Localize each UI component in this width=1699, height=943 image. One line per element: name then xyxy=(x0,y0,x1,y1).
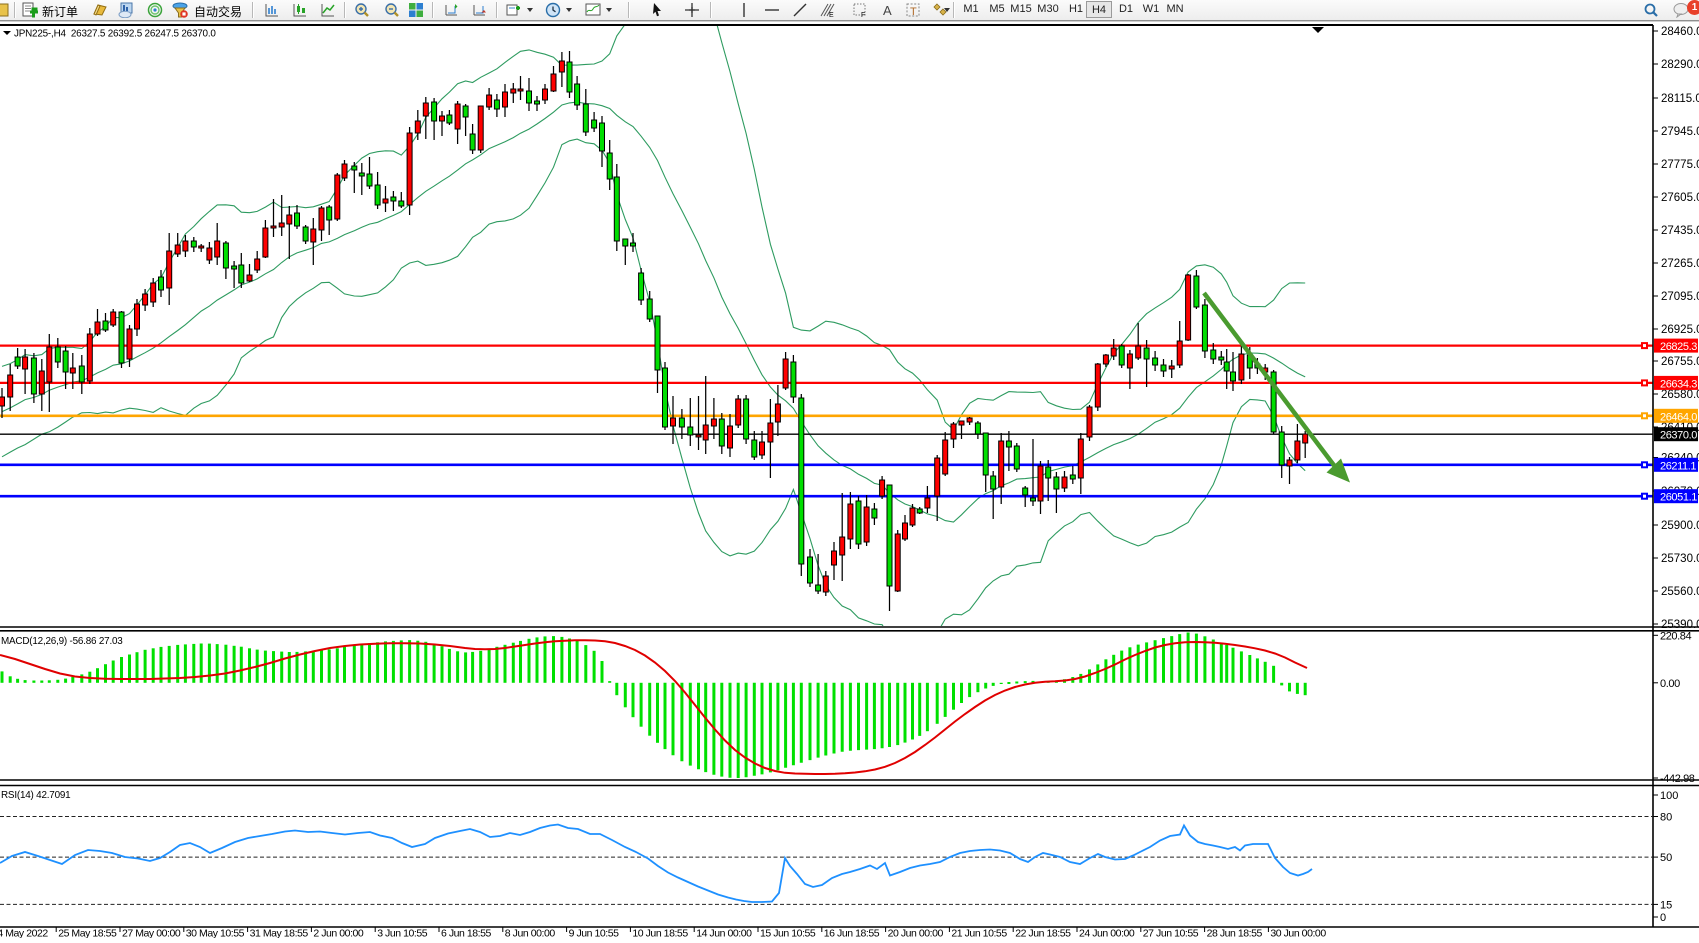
svg-text:15: 15 xyxy=(1660,899,1672,911)
svg-text:50: 50 xyxy=(1660,852,1672,864)
svg-text:26464.0: 26464.0 xyxy=(1660,411,1697,423)
svg-text:100: 100 xyxy=(1660,790,1678,802)
svg-text:-442.98: -442.98 xyxy=(1660,773,1695,785)
svg-text:22 Jun 18:55: 22 Jun 18:55 xyxy=(1015,928,1071,939)
svg-text:27605.0: 27605.0 xyxy=(1661,192,1699,204)
svg-text:28 Jun 18:55: 28 Jun 18:55 xyxy=(1207,928,1263,939)
svg-text:21 Jun 10:55: 21 Jun 10:55 xyxy=(951,928,1007,939)
svg-text:25730.0: 25730.0 xyxy=(1661,553,1699,565)
svg-text:30 May 10:55: 30 May 10:55 xyxy=(186,928,245,939)
svg-text:26211.1: 26211.1 xyxy=(1660,460,1696,472)
svg-text:27265.0: 27265.0 xyxy=(1661,258,1699,270)
svg-text:80: 80 xyxy=(1660,812,1672,824)
svg-text:25900.0: 25900.0 xyxy=(1661,520,1699,532)
svg-text:28115.0: 28115.0 xyxy=(1661,93,1699,105)
svg-text:25560.0: 25560.0 xyxy=(1661,586,1699,598)
svg-text:MACD(12,26,9) -56.86 27.03: MACD(12,26,9) -56.86 27.03 xyxy=(1,636,123,647)
svg-text:28460.0: 28460.0 xyxy=(1661,26,1699,38)
svg-text:26634.3: 26634.3 xyxy=(1660,378,1697,390)
svg-text:A: A xyxy=(883,3,892,18)
svg-text:26755.0: 26755.0 xyxy=(1661,356,1699,368)
svg-text:14 Jun 00:00: 14 Jun 00:00 xyxy=(696,928,752,939)
svg-text:JPN225-,H4 26327.5 26392.5 26: JPN225-,H4 26327.5 26392.5 26247.5 26370… xyxy=(14,29,216,40)
svg-text:27 Jun 10:55: 27 Jun 10:55 xyxy=(1143,928,1199,939)
svg-text:24 Jun 00:00: 24 Jun 00:00 xyxy=(1079,928,1135,939)
svg-text:27775.0: 27775.0 xyxy=(1661,159,1699,171)
svg-text:6 Jun 18:55: 6 Jun 18:55 xyxy=(441,928,492,939)
svg-text:20 Jun 00:00: 20 Jun 00:00 xyxy=(888,928,944,939)
svg-text:25 May 18:55: 25 May 18:55 xyxy=(58,928,117,939)
svg-text:26580.0: 26580.0 xyxy=(1661,389,1699,401)
svg-text:26051.1: 26051.1 xyxy=(1660,492,1697,504)
svg-text:26925.0: 26925.0 xyxy=(1661,324,1699,336)
svg-text:31 May 18:55: 31 May 18:55 xyxy=(250,928,309,939)
svg-text:0.00: 0.00 xyxy=(1660,678,1680,690)
svg-text:27 May 00:00: 27 May 00:00 xyxy=(122,928,181,939)
svg-text:3 Jun 10:55: 3 Jun 10:55 xyxy=(377,928,428,939)
svg-text:RSI(14) 42.7091: RSI(14) 42.7091 xyxy=(1,790,71,801)
svg-text:28290.0: 28290.0 xyxy=(1661,59,1699,71)
svg-text:8 Jun 00:00: 8 Jun 00:00 xyxy=(505,928,556,939)
svg-text:2 Jun 00:00: 2 Jun 00:00 xyxy=(313,928,364,939)
svg-text:26825.3: 26825.3 xyxy=(1660,341,1697,353)
svg-text:10 Jun 18:55: 10 Jun 18:55 xyxy=(632,928,688,939)
svg-text:16 Jun 18:55: 16 Jun 18:55 xyxy=(824,928,880,939)
svg-text:30 Jun 00:00: 30 Jun 00:00 xyxy=(1270,928,1326,939)
svg-text:27095.0: 27095.0 xyxy=(1661,291,1699,303)
svg-text:E: E xyxy=(829,12,834,18)
svg-text:27945.0: 27945.0 xyxy=(1661,126,1699,138)
svg-text:220.84: 220.84 xyxy=(1660,630,1692,642)
svg-text:25390.0: 25390.0 xyxy=(1661,619,1699,631)
svg-text:26370.0: 26370.0 xyxy=(1660,430,1697,442)
svg-text:15 Jun 10:55: 15 Jun 10:55 xyxy=(760,928,816,939)
svg-text:F: F xyxy=(861,12,865,18)
svg-text:0: 0 xyxy=(1660,912,1666,924)
svg-text:24 May 2022: 24 May 2022 xyxy=(0,928,48,939)
svg-text:27435.0: 27435.0 xyxy=(1661,225,1699,237)
svg-text:T: T xyxy=(910,6,917,18)
svg-text:9 Jun 10:55: 9 Jun 10:55 xyxy=(569,928,620,939)
